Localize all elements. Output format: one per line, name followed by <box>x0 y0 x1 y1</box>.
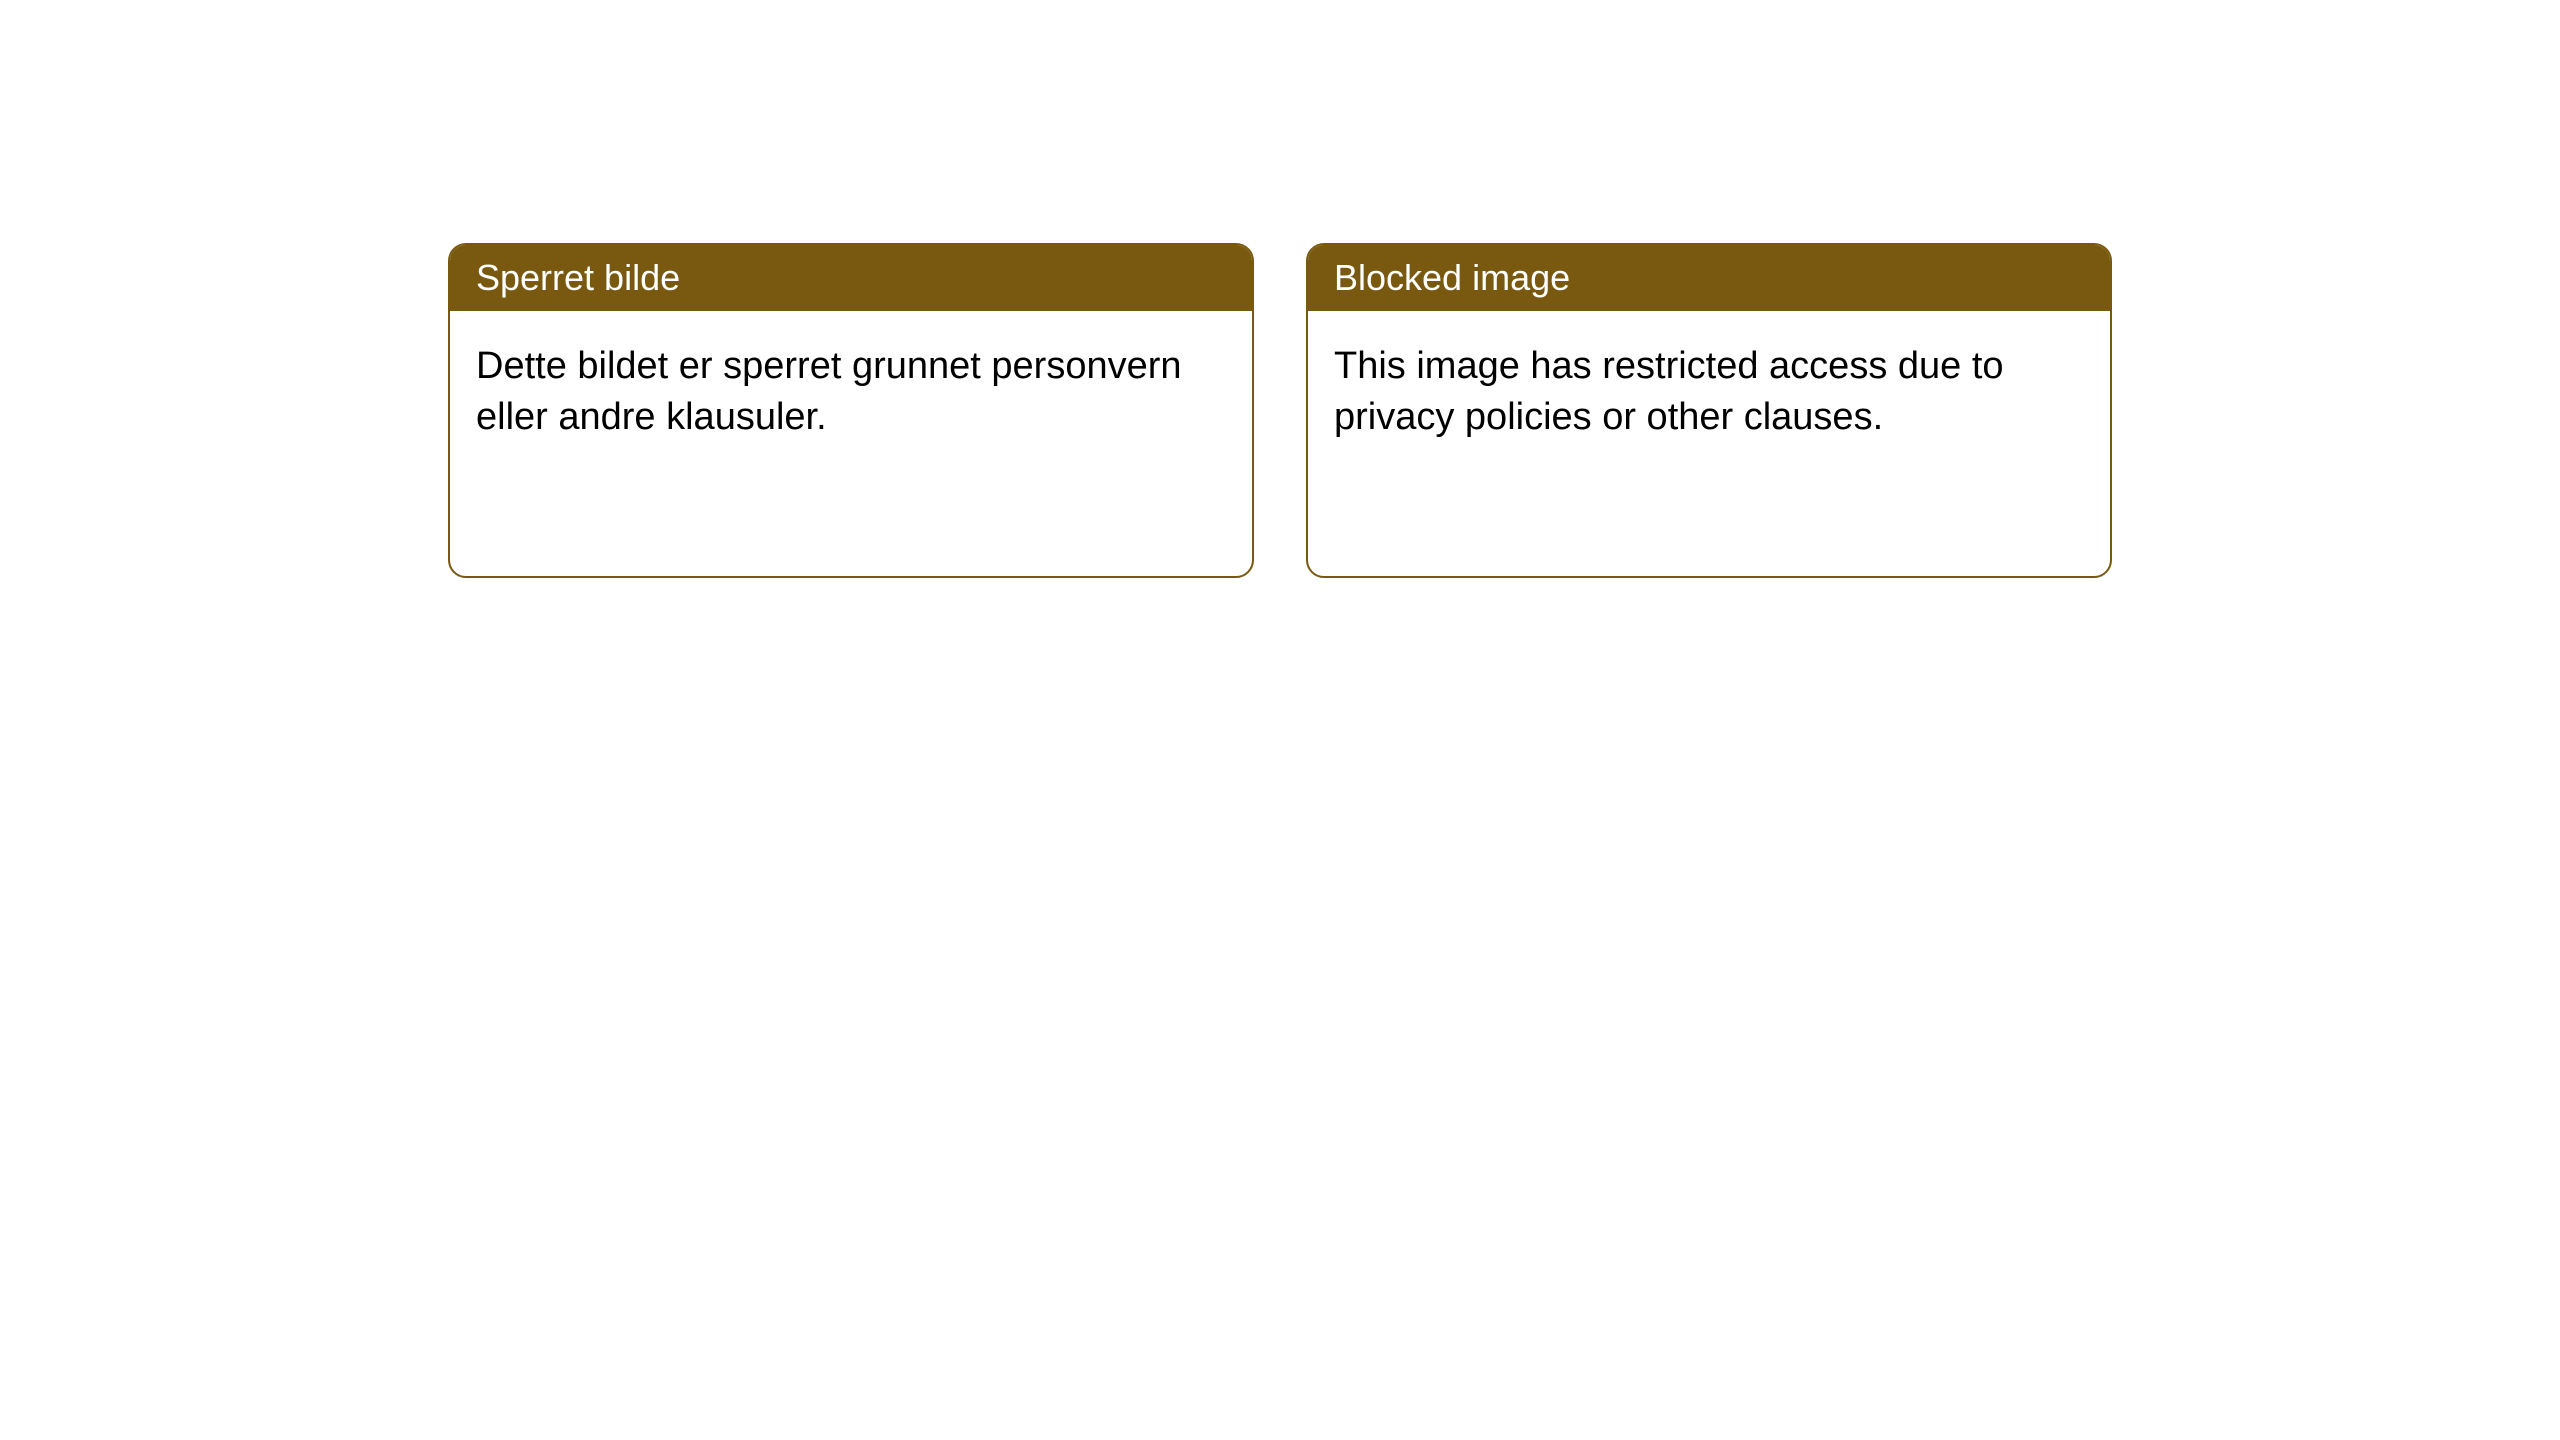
blocked-image-panel-english: Blocked image This image has restricted … <box>1306 243 2112 578</box>
panel-body-text: This image has restricted access due to … <box>1334 345 2004 438</box>
panel-body-text: Dette bildet er sperret grunnet personve… <box>476 345 1182 438</box>
panel-header: Sperret bilde <box>450 245 1252 311</box>
panel-body: Dette bildet er sperret grunnet personve… <box>450 311 1252 474</box>
panel-title: Blocked image <box>1334 257 1570 298</box>
panel-body: This image has restricted access due to … <box>1308 311 2110 474</box>
blocked-image-panel-norwegian: Sperret bilde Dette bildet er sperret gr… <box>448 243 1254 578</box>
panel-title: Sperret bilde <box>476 257 680 298</box>
panel-header: Blocked image <box>1308 245 2110 311</box>
notice-panels-container: Sperret bilde Dette bildet er sperret gr… <box>448 243 2112 578</box>
